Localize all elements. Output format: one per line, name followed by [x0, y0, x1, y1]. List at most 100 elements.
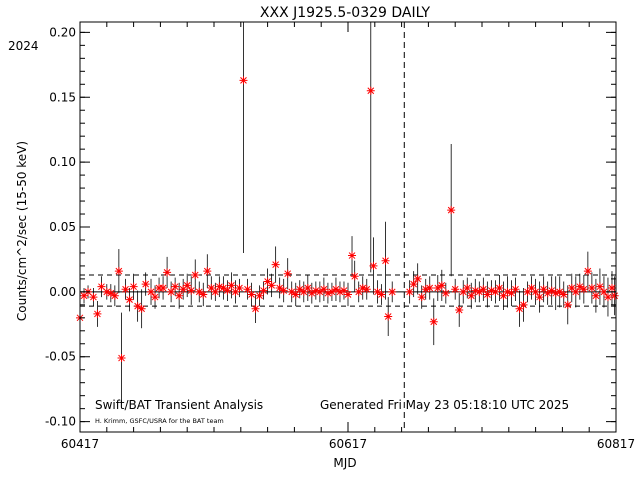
data-point — [388, 287, 397, 296]
data-point — [102, 287, 111, 296]
data-point — [599, 287, 608, 296]
data-point — [384, 312, 393, 321]
x-tick-label: 60817 — [597, 437, 635, 451]
data-point — [141, 280, 150, 289]
data-point — [219, 283, 228, 292]
data-point — [405, 287, 414, 296]
data-point — [129, 282, 138, 291]
data-point — [275, 283, 284, 292]
data-point — [455, 306, 464, 315]
data-point — [483, 290, 492, 299]
data-point — [495, 283, 504, 292]
data-point — [567, 283, 576, 292]
data-point — [433, 283, 442, 292]
footer-credit: H. Krimm, GSFC/USRA for the BAT team — [95, 417, 224, 425]
data-point — [133, 302, 142, 311]
data-point — [191, 271, 200, 280]
data-point — [323, 289, 332, 298]
data-point — [507, 289, 516, 298]
data-point — [227, 281, 236, 290]
data-point — [413, 274, 422, 283]
footer-analysis-title: Swift/BAT Transient Analysis — [95, 398, 263, 412]
data-point — [591, 291, 600, 300]
data-point — [583, 267, 592, 276]
data-point — [421, 285, 430, 294]
data-point — [175, 291, 184, 300]
data-point — [479, 285, 488, 294]
y-tick-label: 0.10 — [49, 155, 76, 169]
data-point — [350, 272, 359, 281]
data-point — [263, 277, 272, 286]
data-point — [417, 293, 426, 302]
data-point — [475, 287, 484, 296]
data-point — [451, 285, 460, 294]
data-point — [163, 268, 172, 277]
data-point — [595, 282, 604, 291]
data-point — [559, 290, 568, 299]
data-point — [381, 256, 390, 265]
data-point — [531, 287, 540, 296]
data-point — [441, 289, 450, 298]
data-point — [354, 287, 363, 296]
data-point — [267, 281, 276, 290]
data-point — [587, 283, 596, 292]
data-point — [503, 287, 512, 296]
data-point — [159, 283, 168, 292]
data-point — [311, 286, 320, 295]
footer-generated-timestamp: Generated Fri May 23 05:18:10 UTC 2025 — [320, 398, 569, 412]
data-point — [409, 280, 418, 289]
data-point — [575, 282, 584, 291]
data-point — [543, 289, 552, 298]
data-point — [271, 260, 280, 269]
data-point — [287, 287, 296, 296]
data-point — [467, 291, 476, 300]
data-point — [366, 86, 375, 95]
data-point — [373, 287, 382, 296]
data-point — [110, 291, 119, 300]
data-point — [147, 287, 156, 296]
data-point — [295, 285, 304, 294]
data-point — [187, 286, 196, 295]
data-point — [487, 286, 496, 295]
data-point — [339, 286, 348, 295]
data-point — [319, 285, 328, 294]
data-point — [195, 287, 204, 296]
data-point — [199, 290, 208, 299]
data-point — [125, 295, 134, 304]
data-point — [93, 309, 102, 318]
axes: -0.10 -0.05 0.00 0.05 0.10 0.15 0.20 60417 60617… — [45, 21, 635, 451]
data-point — [447, 206, 456, 215]
data-point — [463, 283, 472, 292]
data-point — [307, 289, 316, 298]
data-point — [327, 287, 336, 296]
data-point — [117, 354, 126, 363]
data-point — [369, 261, 378, 270]
data-point — [555, 287, 564, 296]
data-point — [610, 291, 619, 300]
data-point — [425, 283, 434, 292]
data-point — [121, 285, 130, 294]
data-point — [344, 290, 352, 299]
data-point — [299, 287, 308, 296]
year-label: 2024 — [8, 39, 39, 53]
data-point — [331, 285, 340, 294]
data-point — [114, 267, 123, 276]
data-point — [167, 287, 176, 296]
x-tick-label: 60617 — [329, 437, 367, 451]
data-point — [459, 287, 468, 296]
y-axis-label: Counts/cm^2/sec (15-50 keV) — [15, 141, 29, 321]
data-point — [579, 285, 588, 294]
data-point — [527, 283, 536, 292]
data-point — [106, 289, 115, 298]
data-point — [151, 293, 160, 302]
data-point — [429, 317, 438, 326]
data-point — [563, 300, 572, 309]
y-tick-label: -0.05 — [45, 350, 76, 364]
data-point — [259, 286, 268, 295]
data-point — [607, 283, 616, 292]
data-point — [239, 76, 248, 85]
data-point — [603, 293, 612, 302]
data-point — [243, 285, 252, 294]
data-point — [179, 285, 188, 294]
